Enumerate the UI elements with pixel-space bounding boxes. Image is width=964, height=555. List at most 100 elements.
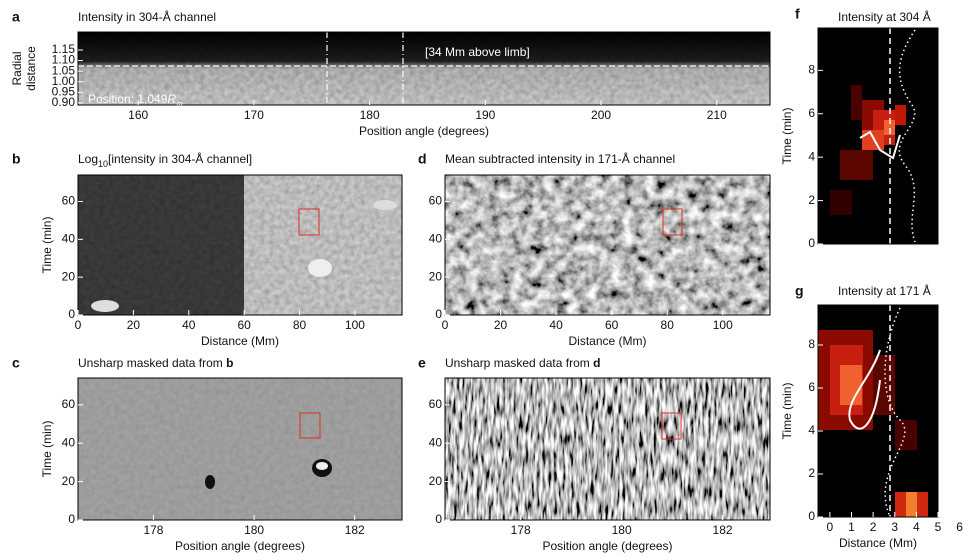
y-label-line: Time (min) [40,217,54,274]
x-tick-label: 180 [244,523,264,537]
x-tick-label: 4 [913,520,920,534]
x-tick-label: 100 [345,318,365,332]
y-label-line: Time (min) [40,421,54,478]
reference [884,307,906,518]
panel: c Unsharp masked data from b 178 180 182 0 20 4… [12,355,403,553]
image-b-dark [78,175,244,315]
x-axis-label: Position angle (degrees) [542,539,672,553]
panel-label: b [12,151,21,167]
y-tick-label: 20 [62,269,76,283]
x-axis-label: Distance (Mm) [201,334,279,348]
panel-a-lines [78,32,770,105]
y-tick-label: 60 [429,397,443,411]
image-c-noise [78,378,402,520]
y-tick-label: 40 [429,231,443,245]
image-d [445,175,770,315]
x-tick-label: 178 [143,523,163,537]
plot-frame [817,304,939,518]
x-tick-label: 80 [661,318,675,332]
panel-label: e [418,355,426,371]
x-tick-label: 3 [891,520,898,534]
annotation: [34 Mm above limb] [425,45,530,59]
panel-title: Unsharp masked data from b [78,356,233,370]
panel: d Mean subtracted intensity in 171-Å chan… [418,151,771,348]
panel-label: c [12,355,20,371]
x-tick-label: 20 [127,318,141,332]
y-axis-label: Time (min) [40,217,54,274]
y-tick-label: 60 [62,397,76,411]
image-layer [78,28,938,520]
cell [895,420,917,450]
panel: f Intensity at 304 Å 0 2 4 6 8 Time (min) [780,6,939,250]
plot-frame [444,174,771,316]
cell [862,130,884,150]
x-tick-label: 0 [442,318,449,332]
y-tick-label: 8 [808,337,815,351]
y-tick-label: 4 [808,149,815,163]
title-part: Unsharp masked data from [445,356,593,370]
cell [895,105,906,125]
x-tick-label: 20 [494,318,508,332]
y-tick-label: 0 [808,236,815,250]
x-tick-label: 0 [827,520,834,534]
title-part: b [226,356,233,370]
cell [906,492,917,517]
blob [373,200,397,210]
cell [830,190,852,215]
y-label-line: Time (min) [780,383,794,440]
box [299,412,321,439]
cell [840,150,873,180]
x-tick-label: 180 [612,523,632,537]
panel-title: Intensity at 171 Å [838,283,931,298]
title-part: d [593,356,600,370]
x-tick-label: 40 [549,318,563,332]
cell [851,85,862,120]
plot-frame [444,377,771,521]
cell [884,120,895,135]
panel-title: Intensity in 304-Å channel [78,9,216,24]
y-tick-label: 6 [808,380,815,394]
panel-label: a [12,9,20,25]
y-tick-label: 0 [68,512,75,526]
panel: e Unsharp masked data from d 178 180 182 0 20 4… [418,355,771,553]
y-tick-label: 0 [808,509,815,523]
plot-frame [77,377,403,521]
position-part: Position: 1.049 [88,92,168,106]
position-part: R [167,92,176,106]
plot-frame [77,31,771,106]
x-tick-label: 60 [237,318,251,332]
x-tick-label: 80 [293,318,307,332]
x-tick-label: 5 [935,520,942,534]
panel: g Intensity at 171 Å0 1 2 3 4 5 602468Distance … [780,283,963,550]
position-label: Position: 1.049R⊙ [88,92,183,108]
box [662,208,683,236]
x-axis-label: Distance (Mm) [568,334,646,348]
y-tick-label: 0 [68,307,75,321]
y-tick-label: 40 [62,435,76,449]
panel: a Intensity in 304-Å channel 160 170 180 190 2… [10,9,771,138]
image-e [445,378,770,520]
x-tick-label: 6 [956,520,963,534]
y-tick-label: 40 [429,435,443,449]
cell [840,365,862,405]
title-part: [intensity in 304-Å channel] [108,151,252,166]
x-tick-label: 160 [128,108,148,122]
panel-title: Mean subtracted intensity in 171-Å chann… [445,151,675,166]
x-tick-label: 180 [360,108,380,122]
panel-label: f [795,6,800,22]
plot-frame [77,174,403,316]
y-tick-label: 4 [808,423,815,437]
x-tick-label: 1 [848,520,855,534]
y-tick-label: 20 [62,474,76,488]
y-label-line: distance [24,46,38,91]
plot-frame [817,27,939,245]
y-tick-label: 60 [429,194,443,208]
red-boxes [298,208,683,440]
panel-label: d [418,151,427,167]
panel-title: Unsharp masked data from d [445,356,600,370]
heat-f-cells [830,85,906,215]
x-tick-label: 200 [591,108,611,122]
x-tick-label: 40 [182,318,196,332]
y-tick-label: 0.90 [52,95,76,109]
